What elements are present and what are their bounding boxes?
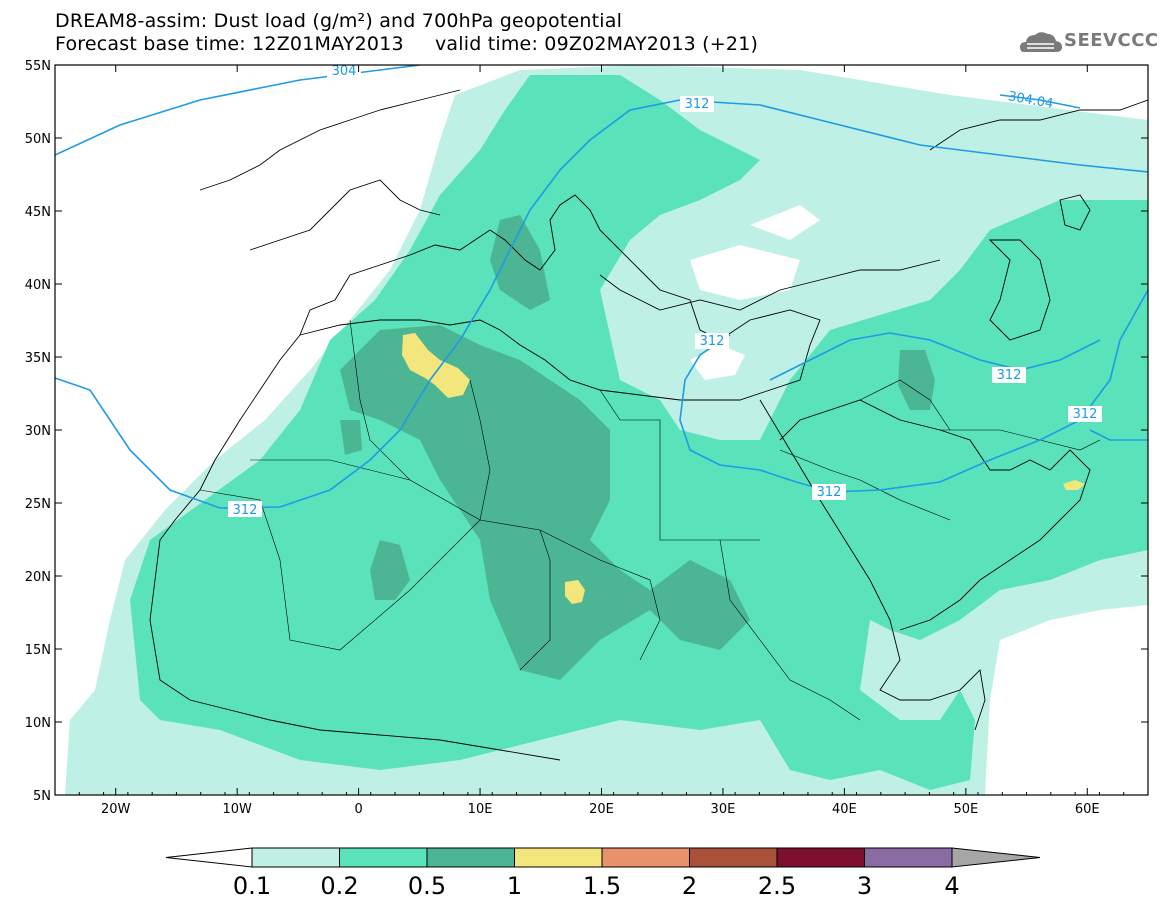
colorbar-tick-label: 0.1 [232,872,272,900]
cloud-icon [1020,32,1062,52]
dust-dark-region [490,215,550,310]
lat-tick-label: 50N [25,132,51,147]
colorbar-tick-label: 1.5 [582,872,622,900]
dust-yellow-region [1063,480,1085,490]
colorbar-swatch [165,847,253,868]
colorbar-swatch [601,847,690,868]
lat-tick-label: 55N [25,59,51,74]
colorbar-swatch [776,847,865,868]
lat-tick-label: 10N [25,716,51,731]
colorbar [165,847,1041,868]
lon-tick-label: 10W [222,802,252,817]
lon-tick-label: 40E [832,802,857,817]
colorbar-tick-label: 2 [681,872,698,900]
lat-tick-label: 35N [25,351,51,366]
dust-free-region [690,245,800,300]
lat-tick-label: 30N [25,424,51,439]
contour-label: 312 [817,485,842,500]
dust-free-region [750,205,820,240]
lat-tick-label: 5N [33,789,51,804]
contour-label: 312 [700,334,725,349]
dust-yellow-region [565,580,585,604]
dust-yellow-region [402,333,470,398]
dust-dark-region [898,350,935,410]
logo-text: SEEVCCC [1064,30,1159,51]
lon-tick-label: 60E [1075,802,1100,817]
lon-tick-label: 20E [589,802,614,817]
lat-tick-label: 20N [25,570,51,585]
colorbar-swatch [339,847,428,868]
contour-label: 304 [332,64,357,79]
coastlines [149,89,1148,761]
contour-label: 312 [997,368,1022,383]
colorbar-tick-label: 0.5 [407,872,447,900]
colorbar-swatch [514,847,603,868]
axis-ticks: 55N 50N 45N 40N 35N 30N 25N 20N 15N 10N 5N 20W 10W 0 1… [25,59,1149,817]
lon-tick-label: 30E [711,802,736,817]
country-borders [199,319,1101,721]
colorbar-tick-label: 4 [944,872,960,900]
colorbar-swatch [251,847,340,868]
colorbar-swatch [426,847,515,868]
map-plot-area: 304 312 312 312 312 312 312 304.04 [55,64,1148,795]
colorbar-tick-label: 0.2 [320,872,359,900]
lat-tick-label: 45N [25,205,51,220]
dust-free-region [690,345,745,380]
lon-tick-label: 20W [101,802,131,817]
lon-tick-label: 0 [354,802,362,817]
map-title-line2: Forecast base time: 12Z01MAY2013 valid t… [55,33,759,55]
dust-dark-region [340,420,362,455]
contour-label: 312 [685,97,710,112]
colorbar-tick-label: 1 [506,872,523,900]
map-title-line1: DREAM8-assim: Dust load (g/m²) and 700hP… [55,10,623,32]
dust-medium-region [130,75,1148,790]
lon-tick-label: 10E [468,802,493,817]
lat-tick-label: 40N [25,278,51,293]
contour-label: 312 [233,503,258,518]
colorbar-tick-label: 2.5 [757,872,797,900]
colorbar-tick-label: 3 [856,872,873,900]
lon-tick-label: 50E [953,802,978,817]
dust-dark-region [340,325,750,680]
dust-dark-region [370,540,410,600]
contour-label: 312 [1073,407,1098,422]
lat-tick-label: 15N [25,643,51,658]
lat-tick-label: 25N [25,497,51,512]
colorbar-swatch [864,847,953,868]
colorbar-swatch [689,847,778,868]
colorbar-swatch [951,847,1041,868]
